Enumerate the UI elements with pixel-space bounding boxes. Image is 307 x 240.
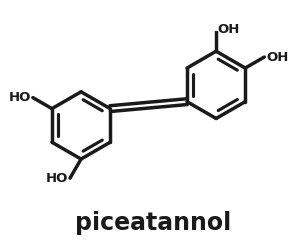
Text: HO: HO xyxy=(9,91,31,104)
Text: OH: OH xyxy=(266,51,288,64)
Text: HO: HO xyxy=(46,172,68,185)
Text: piceatannol: piceatannol xyxy=(76,211,231,235)
Text: OH: OH xyxy=(218,23,240,36)
